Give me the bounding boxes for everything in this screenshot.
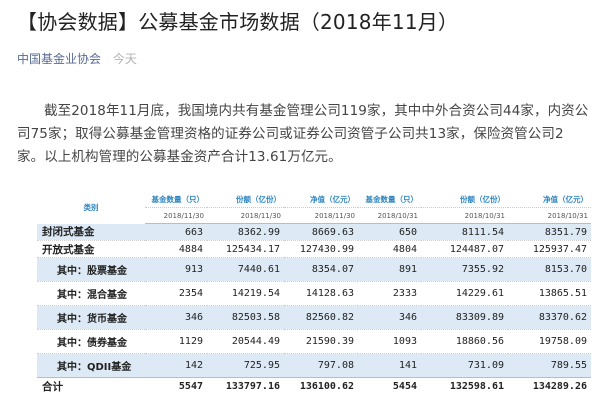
cell-value: 346 xyxy=(145,305,207,330)
cell-value: 2333 xyxy=(358,281,421,306)
article-date: 今天 xyxy=(112,52,137,66)
cell-value: 19758.09 xyxy=(508,329,591,354)
row-label: 封闭式基金 xyxy=(37,223,145,241)
cell-value: 650 xyxy=(358,223,421,241)
row-label: 其中：债券基金 xyxy=(37,329,145,354)
total-value: 133797.16 xyxy=(207,377,284,395)
cell-value: 21590.39 xyxy=(284,329,358,354)
cell-value: 14229.61 xyxy=(421,281,508,306)
total-value: 5454 xyxy=(358,377,421,395)
total-value: 132598.61 xyxy=(421,377,508,395)
table-total-row: 合计 5547 133797.16 136100.62 5454 132598.… xyxy=(37,377,591,395)
cell-value: 18860.56 xyxy=(421,329,508,354)
row-label: 其中：货币基金 xyxy=(37,305,145,330)
table-row: 其中：股票基金 913 7440.61 8354.07 891 7355.92 … xyxy=(37,257,591,282)
article-title: 【协会数据】公募基金市场数据（2018年11月） xyxy=(17,10,459,34)
cell-value: 8351.79 xyxy=(508,223,591,241)
table-row: 开放式基金 4884 125434.17 127430.99 4804 1244… xyxy=(37,240,591,258)
fund-data-table: 类别 基金数量（只） 份额（亿份） 净值（亿元） 基金数量（只） 份额（亿份） … xyxy=(37,188,591,395)
column-date: 2018/10/31 xyxy=(358,207,421,224)
row-label: 其中：QDII基金 xyxy=(37,353,145,378)
cell-value: 2354 xyxy=(145,281,207,306)
table-row: 其中：债券基金 1129 20544.49 21590.39 1093 1886… xyxy=(37,329,591,354)
total-label: 合计 xyxy=(37,377,145,395)
column-header: 份额（亿份） xyxy=(207,188,284,208)
cell-value: 8153.70 xyxy=(508,257,591,282)
cell-value: 891 xyxy=(358,257,421,282)
article-paragraph: 截至2018年11月底，我国境内共有基金管理公司119家，其中中外合资公司44家… xyxy=(17,103,589,165)
cell-value: 731.09 xyxy=(421,353,508,378)
category-header: 类别 xyxy=(83,203,99,213)
cell-value: 83370.62 xyxy=(508,305,591,330)
cell-value: 8669.63 xyxy=(284,223,358,241)
cell-value: 127430.99 xyxy=(284,240,358,258)
cell-value: 141 xyxy=(358,353,421,378)
cell-value: 124487.07 xyxy=(421,240,508,258)
cell-value: 20544.49 xyxy=(207,329,284,354)
row-label: 开放式基金 xyxy=(37,240,145,258)
cell-value: 4804 xyxy=(358,240,421,258)
cell-value: 797.08 xyxy=(284,353,358,378)
cell-value: 8362.99 xyxy=(207,223,284,241)
fund-data-table-image: 类别 基金数量（只） 份额（亿份） 净值（亿元） 基金数量（只） 份额（亿份） … xyxy=(37,188,591,417)
column-date: 2018/11/30 xyxy=(284,207,358,224)
cell-value: 8354.07 xyxy=(284,257,358,282)
cell-value: 142 xyxy=(145,353,207,378)
cell-value: 83309.89 xyxy=(421,305,508,330)
row-label: 其中：股票基金 xyxy=(37,257,145,282)
cell-value: 125434.17 xyxy=(207,240,284,258)
cell-value: 7440.61 xyxy=(207,257,284,282)
article-meta: 中国基金业协会 今天 xyxy=(17,51,137,67)
cell-value: 789.55 xyxy=(508,353,591,378)
total-value: 136100.62 xyxy=(284,377,358,395)
column-header: 份额（亿份） xyxy=(421,188,508,208)
column-header: 净值（亿元） xyxy=(508,188,591,208)
cell-value: 663 xyxy=(145,223,207,241)
cell-value: 1093 xyxy=(358,329,421,354)
column-date: 2018/11/30 xyxy=(207,207,284,224)
cell-value: 725.95 xyxy=(207,353,284,378)
table-row: 封闭式基金 663 8362.99 8669.63 650 8111.54 83… xyxy=(37,223,591,241)
column-header: 基金数量（只） xyxy=(145,188,207,208)
cell-value: 125937.47 xyxy=(508,240,591,258)
cell-value: 346 xyxy=(358,305,421,330)
cell-value: 14219.54 xyxy=(207,281,284,306)
cell-value: 14128.63 xyxy=(284,281,358,306)
cell-value: 7355.92 xyxy=(421,257,508,282)
table-row: 其中：混合基金 2354 14219.54 14128.63 2333 1422… xyxy=(37,281,591,306)
cell-value: 913 xyxy=(145,257,207,282)
column-header: 净值（亿元） xyxy=(284,188,358,208)
cell-value: 4884 xyxy=(145,240,207,258)
table-row: 其中：货币基金 346 82503.58 82560.82 346 83309.… xyxy=(37,305,591,330)
cell-value: 82503.58 xyxy=(207,305,284,330)
column-header: 基金数量（只） xyxy=(358,188,421,208)
row-label: 其中：混合基金 xyxy=(37,281,145,306)
cell-value: 13865.51 xyxy=(508,281,591,306)
column-date: 2018/11/30 xyxy=(145,207,207,224)
column-date: 2018/10/31 xyxy=(421,207,508,224)
cell-value: 1129 xyxy=(145,329,207,354)
column-date: 2018/10/31 xyxy=(508,207,591,224)
total-value: 5547 xyxy=(145,377,207,395)
cell-value: 82560.82 xyxy=(284,305,358,330)
article-source-link[interactable]: 中国基金业协会 xyxy=(17,52,102,66)
table-row: 其中：QDII基金 142 725.95 797.08 141 731.09 7… xyxy=(37,353,591,378)
total-value: 134289.26 xyxy=(508,377,591,395)
cell-value: 8111.54 xyxy=(421,223,508,241)
